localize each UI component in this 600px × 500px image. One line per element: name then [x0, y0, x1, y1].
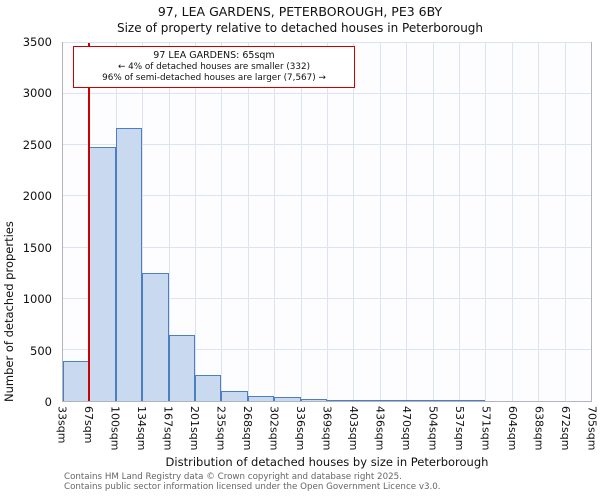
- histogram-bar: [168, 334, 195, 401]
- x-tick-label: 436sqm: [373, 406, 387, 451]
- v-gridline: [300, 43, 302, 401]
- annotation-box: 97 LEA GARDENS: 65sqm ← 4% of detached h…: [73, 46, 355, 88]
- v-gridline: [538, 43, 540, 401]
- v-gridline: [353, 43, 355, 401]
- v-gridline: [195, 43, 196, 401]
- v-gridline: [459, 43, 460, 401]
- x-tick-label: 504sqm: [426, 406, 440, 451]
- v-gridline: [168, 43, 170, 401]
- v-gridline: [432, 43, 434, 401]
- histogram-bar: [63, 361, 90, 401]
- x-tick-label: 336sqm: [294, 406, 307, 451]
- footer-line-1: Contains HM Land Registry data © Crown c…: [64, 472, 402, 482]
- x-tick-label: 302sqm: [267, 406, 281, 451]
- attribution-footer: Contains HM Land Registry data © Crown c…: [64, 472, 600, 492]
- x-tick-label: 167sqm: [161, 406, 175, 451]
- x-tick-label: 268sqm: [241, 406, 254, 451]
- y-tick-label: 2500: [22, 137, 52, 152]
- v-gridline: [247, 43, 249, 401]
- histogram-bar: [247, 395, 275, 401]
- annotation-line-2: ← 4% of detached houses are smaller (332…: [117, 62, 311, 72]
- y-tick-label: 0: [44, 395, 52, 409]
- v-gridline: [274, 43, 276, 401]
- x-tick-label: 705sqm: [585, 406, 599, 451]
- histogram-bar: [274, 397, 301, 401]
- x-tick-label: 638sqm: [532, 406, 546, 451]
- x-tick-label: 604sqm: [506, 406, 519, 451]
- chart-subtitle: Size of property relative to detached ho…: [116, 21, 484, 35]
- y-tick-label: 1000: [22, 292, 52, 307]
- x-tick-label: 67sqm: [82, 406, 95, 444]
- histogram-bar: [379, 400, 407, 401]
- x-tick-label: 537sqm: [453, 406, 466, 451]
- x-tick-label: 134sqm: [135, 406, 148, 451]
- histogram-bar: [459, 400, 486, 401]
- x-tick-label: 100sqm: [108, 406, 122, 451]
- footer-line-2: Contains public sector information licen…: [64, 482, 441, 492]
- histogram-bar: [327, 399, 354, 401]
- x-tick-label: 235sqm: [214, 406, 228, 451]
- annotation-line-1: 97 LEA GARDENS: 65sqm: [153, 50, 275, 61]
- x-tick-label: 403sqm: [347, 406, 360, 451]
- subject-property-marker-line: [88, 43, 90, 401]
- chart-title: 97, LEA GARDENS, PETERBOROUGH, PE3 6BY: [157, 4, 443, 19]
- annotation-line-3: 96% of semi-detached houses are larger (…: [102, 73, 326, 83]
- v-gridline: [379, 43, 381, 401]
- x-tick-label: 470sqm: [400, 406, 413, 451]
- histogram-bar: [115, 127, 143, 401]
- v-gridline: [221, 43, 223, 401]
- y-axis-tick-labels: 0 500 1000 1500 2000 2500 3000 3500: [0, 35, 58, 409]
- x-tick-label: 672sqm: [559, 406, 572, 451]
- histogram-bar: [353, 400, 380, 401]
- v-gridline: [142, 43, 144, 401]
- histogram-bar: [142, 273, 169, 401]
- histogram-bar: [195, 374, 222, 401]
- histogram-bar: [221, 391, 248, 401]
- v-gridline: [511, 43, 513, 401]
- x-tick-label: 33sqm: [55, 406, 69, 444]
- histogram-bar: [432, 400, 459, 401]
- y-tick-label: 1500: [22, 240, 52, 255]
- y-tick-label: 2000: [22, 189, 52, 204]
- histogram-bar: [89, 147, 116, 401]
- x-axis-tick-labels: 33sqm 67sqm 100sqm 134sqm 167sqm 201sqm 235sqm…: [56, 404, 599, 456]
- y-tick-label: 3500: [22, 35, 52, 49]
- x-tick-label: 369sqm: [320, 406, 334, 451]
- x-tick-label: 201sqm: [188, 406, 201, 451]
- v-gridline: [406, 43, 408, 401]
- v-gridline: [485, 43, 487, 401]
- plot-area: 97 LEA GARDENS: 65sqm ← 4% of detached h…: [62, 42, 592, 402]
- histogram-bar: [300, 398, 327, 401]
- h-gridline: [63, 42, 591, 43]
- histogram-bar: [406, 400, 433, 401]
- x-tick-label: 571sqm: [479, 406, 493, 451]
- y-tick-label: 500: [30, 343, 52, 358]
- v-gridline: [564, 43, 566, 401]
- y-tick-label: 3000: [22, 86, 52, 101]
- v-gridline: [327, 43, 328, 401]
- x-axis-title: Distribution of detached houses by size …: [165, 455, 489, 469]
